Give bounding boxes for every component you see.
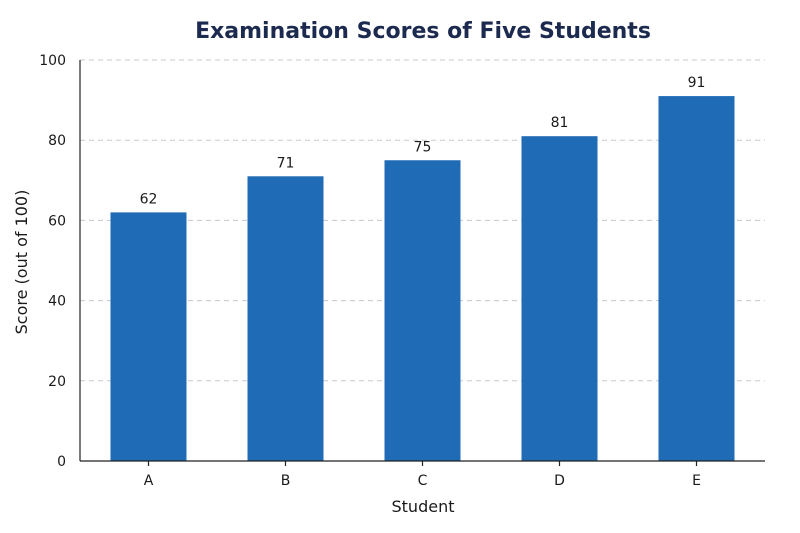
x-tick-label: C — [418, 473, 428, 489]
data-label: 75 — [414, 139, 432, 155]
x-tick-label: A — [144, 473, 154, 489]
y-axis-title: Score (out of 100) — [12, 190, 31, 335]
bar — [247, 176, 324, 462]
bar — [110, 212, 187, 461]
data-label: 71 — [277, 155, 295, 171]
bar — [384, 160, 461, 461]
x-tick-label: B — [281, 473, 291, 489]
x-tick-label: E — [692, 473, 701, 489]
y-tick-label: 0 — [57, 454, 66, 470]
y-tick-label: 60 — [48, 213, 66, 229]
x-tick-labels: A B C D E — [144, 461, 701, 489]
data-label: 62 — [140, 191, 158, 207]
y-tick-labels: 0 20 40 60 80 100 — [39, 53, 66, 470]
y-tick-label: 80 — [48, 133, 66, 149]
data-label: 91 — [688, 75, 706, 91]
data-labels: 62 71 75 81 91 — [140, 75, 706, 207]
y-tick-label: 100 — [39, 53, 66, 69]
y-tick-label: 40 — [48, 294, 66, 310]
x-axis-title: Student — [392, 497, 455, 516]
bar — [521, 136, 598, 461]
chart-title: Examination Scores of Five Students — [195, 19, 651, 44]
bars — [110, 96, 735, 462]
x-tick-label: D — [554, 473, 565, 489]
bar — [658, 96, 735, 461]
data-label: 81 — [551, 115, 569, 131]
y-tick-label: 20 — [48, 374, 66, 390]
